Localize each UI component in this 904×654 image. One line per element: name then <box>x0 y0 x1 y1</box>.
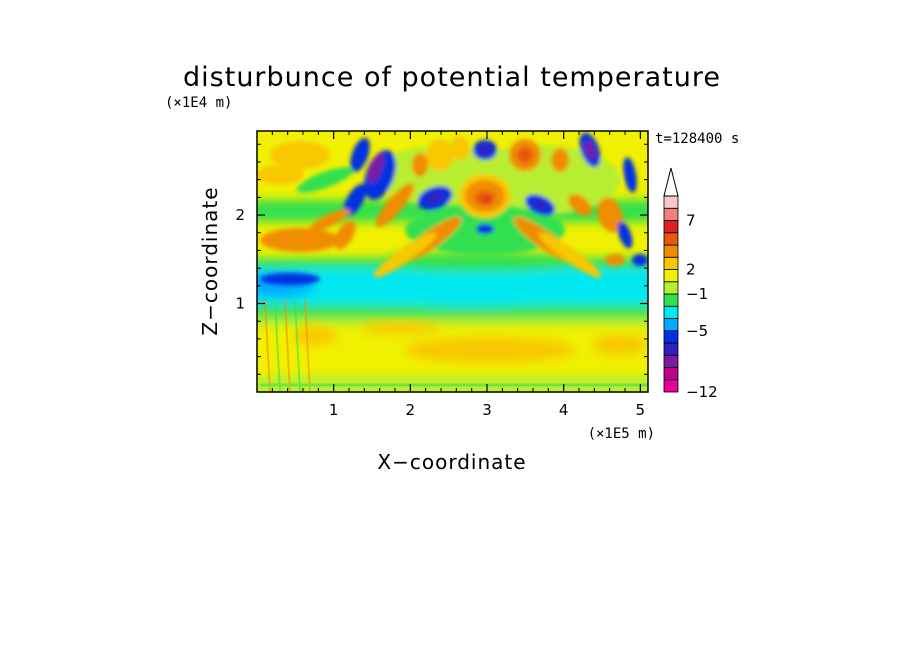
x-tick-label: 1 <box>329 401 339 419</box>
colorbar-level-label: 2 <box>686 261 696 279</box>
colorbar: −12−5−127 <box>663 167 718 401</box>
colorbar-swatch <box>663 195 679 209</box>
time-label: t=128400 s <box>655 131 739 147</box>
colorbar-level-label: −1 <box>686 285 708 303</box>
x-tick-label: 3 <box>482 401 492 419</box>
x-tick-label: 5 <box>636 401 646 419</box>
colorbar-level-label: −12 <box>686 383 718 401</box>
lower-warm-region <box>293 322 648 363</box>
colorbar-extend-arrow <box>663 167 679 197</box>
contour-field <box>257 131 648 392</box>
colorbar-swatch <box>663 342 679 356</box>
colorbar-swatch <box>663 367 679 381</box>
x-axis-label: X−coordinate <box>377 450 526 474</box>
y-tick-label: 2 <box>235 206 245 224</box>
colorbar-swatch <box>663 330 679 344</box>
colorbar-swatch <box>663 281 679 295</box>
x-axis-ticks: 1 2 3 4 5 <box>271 131 646 419</box>
colorbar-swatch <box>663 305 679 319</box>
colorbar-swatch <box>663 232 679 246</box>
y-axis-ticks: 12 <box>235 143 648 375</box>
y-axis-label: Z−coordinate <box>198 186 222 335</box>
left-streaks <box>260 299 648 392</box>
colorbar-level-label: 7 <box>686 212 696 230</box>
colorbar-swatch <box>663 256 679 270</box>
colorbar-swatch <box>663 269 679 283</box>
colorbar-swatch <box>663 354 679 368</box>
x-scale-label: (×1E5 m) <box>588 426 655 442</box>
y-scale-label: (×1E4 m) <box>165 95 232 111</box>
x-tick-label: 2 <box>406 401 416 419</box>
x-tick-label: 4 <box>559 401 569 419</box>
colorbar-swatch <box>663 220 679 234</box>
y-tick-label: 1 <box>235 295 245 313</box>
colorbar-level-label: −5 <box>686 322 708 340</box>
colorbar-swatch <box>663 379 679 393</box>
wave-fan-upper <box>257 132 648 285</box>
colorbar-swatch <box>663 293 679 307</box>
plot-frame <box>256 130 649 393</box>
colorbar-swatch <box>663 318 679 332</box>
chart-title: disturbunce of potential temperature <box>183 62 721 93</box>
colorbar-swatch <box>663 244 679 258</box>
colorbar-swatch <box>663 207 679 221</box>
